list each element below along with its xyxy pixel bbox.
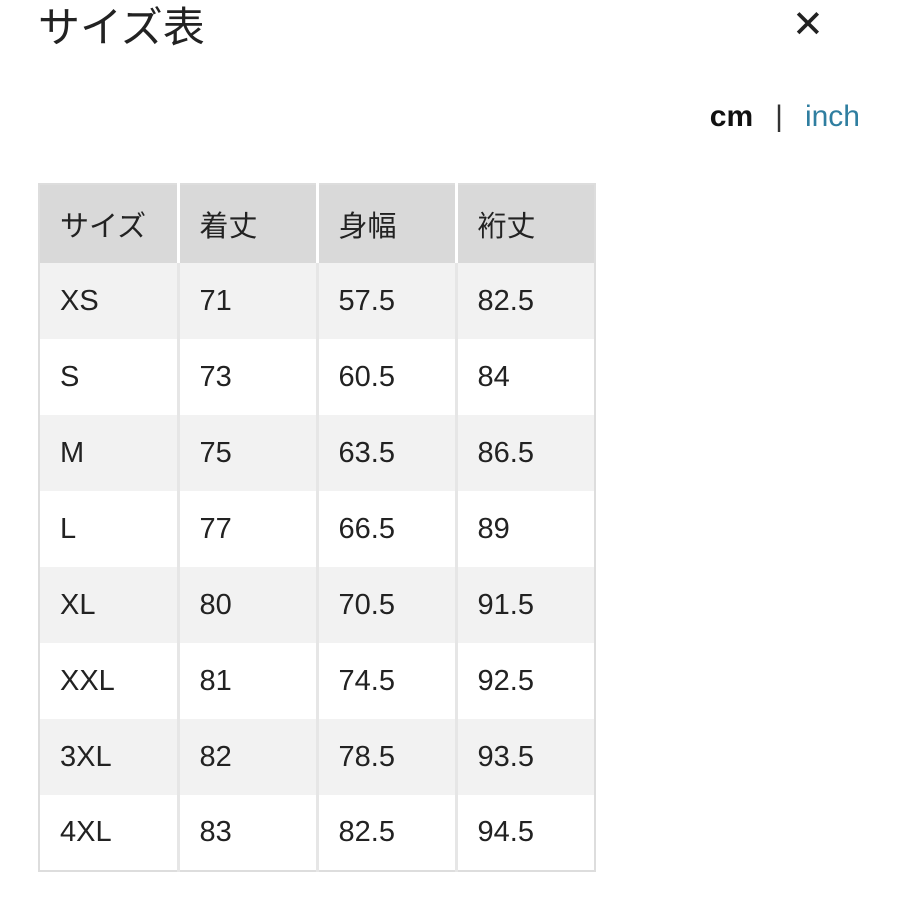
- table-row: XS 71 57.5 82.5: [39, 263, 595, 339]
- table-cell: XL: [39, 567, 178, 643]
- table-cell: XS: [39, 263, 178, 339]
- unit-inch-button[interactable]: inch: [804, 100, 860, 133]
- unit-switch: cm | inch: [710, 100, 860, 134]
- table-cell: 86.5: [454, 415, 595, 491]
- column-header: 裄丈: [454, 184, 595, 263]
- table-cell: 66.5: [315, 491, 456, 567]
- table-cell: 78.5: [315, 719, 456, 795]
- close-icon[interactable]: ✕: [792, 2, 824, 46]
- table-row: XXL 81 74.5 92.5: [39, 643, 595, 719]
- table-cell: 81: [176, 643, 317, 719]
- table-cell: 4XL: [39, 795, 178, 871]
- table-cell: 82.5: [315, 795, 456, 871]
- table-cell: 84: [454, 339, 595, 415]
- table-row: 4XL 83 82.5 94.5: [39, 795, 595, 871]
- table-cell: 80: [176, 567, 317, 643]
- table-cell: 3XL: [39, 719, 178, 795]
- table-cell: 74.5: [315, 643, 456, 719]
- page-title: サイズ表: [38, 3, 205, 52]
- table-row: L 77 66.5 89: [39, 491, 595, 567]
- column-header: 着丈: [176, 184, 317, 263]
- table-cell: 77: [176, 491, 317, 567]
- table-cell: 94.5: [454, 795, 595, 871]
- table-cell: 63.5: [315, 415, 456, 491]
- table-cell: 71: [176, 263, 317, 339]
- column-header: 身幅: [315, 184, 456, 263]
- table-cell: 82: [176, 719, 317, 795]
- table-cell: 93.5: [454, 719, 595, 795]
- table-cell: 70.5: [315, 567, 456, 643]
- table-row: 3XL 82 78.5 93.5: [39, 719, 595, 795]
- column-header: サイズ: [39, 184, 178, 263]
- table-cell: 57.5: [315, 263, 456, 339]
- table-cell: 75: [176, 415, 317, 491]
- table-cell: XXL: [39, 643, 178, 719]
- table-cell: 60.5: [315, 339, 456, 415]
- table-cell: 91.5: [454, 567, 595, 643]
- table-cell: S: [39, 339, 178, 415]
- unit-cm-button[interactable]: cm: [709, 100, 754, 133]
- table-header-row: サイズ 着丈 身幅 裄丈: [39, 184, 595, 263]
- table-row: S 73 60.5 84: [39, 339, 595, 415]
- table-cell: L: [39, 491, 178, 567]
- table-cell: 92.5: [454, 643, 595, 719]
- table-cell: 89: [454, 491, 595, 567]
- size-table: サイズ 着丈 身幅 裄丈 XS 71 57.5 82.5 S 73 60.5 84 M 75 63.5 86…: [38, 183, 596, 872]
- table-cell: 83: [176, 795, 317, 871]
- table-cell: 73: [176, 339, 317, 415]
- unit-separator: |: [775, 100, 783, 133]
- table-row: XL 80 70.5 91.5: [39, 567, 595, 643]
- table-cell: 82.5: [454, 263, 595, 339]
- table-cell: M: [39, 415, 178, 491]
- table-row: M 75 63.5 86.5: [39, 415, 595, 491]
